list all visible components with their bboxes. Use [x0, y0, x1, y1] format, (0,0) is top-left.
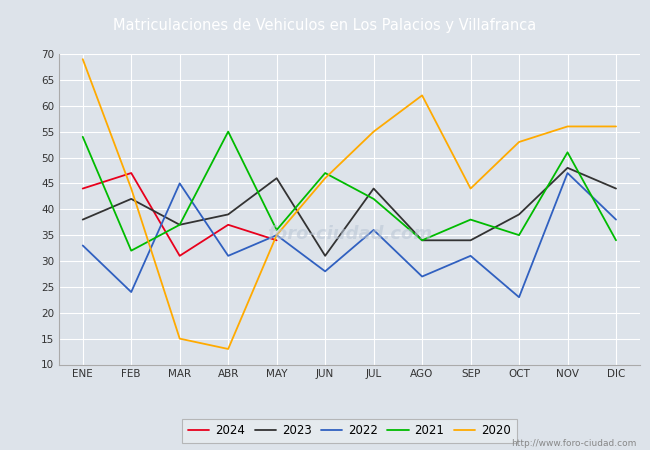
- Text: http://www.foro-ciudad.com: http://www.foro-ciudad.com: [512, 439, 637, 448]
- Text: Matriculaciones de Vehiculos en Los Palacios y Villafranca: Matriculaciones de Vehiculos en Los Pala…: [113, 18, 537, 33]
- Text: foro-ciudad.com: foro-ciudad.com: [266, 225, 432, 243]
- Legend: 2024, 2023, 2022, 2021, 2020: 2024, 2023, 2022, 2021, 2020: [182, 418, 517, 443]
